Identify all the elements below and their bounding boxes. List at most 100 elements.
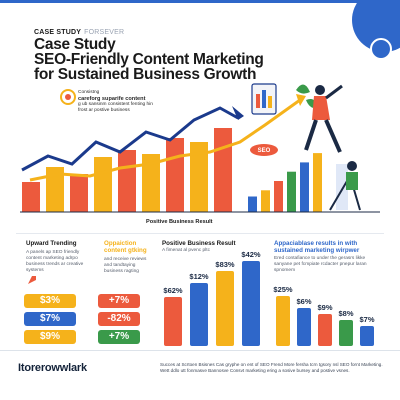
appreciable-value-1: $25%: [273, 285, 293, 295]
person-2-body: [346, 172, 358, 190]
hero-bar-4: [94, 157, 112, 212]
corner-dot: [370, 38, 392, 60]
upward-sub-3: business trends ar creative: [26, 262, 84, 267]
optimization-title: Oppaiction content gtking: [104, 240, 147, 254]
positive-bar-3: [216, 271, 234, 346]
panel-divider-top: [16, 233, 384, 234]
positive-sub: A fimenat al pvenc pltc: [162, 248, 210, 253]
appreciable-bar-5: [360, 326, 374, 346]
badge-right-2: -82%: [98, 312, 140, 326]
upward-sub: A panels ap SEO friendly content marketi…: [26, 250, 98, 274]
building-shadow: [336, 164, 348, 210]
hero-bar-1: [22, 182, 40, 212]
hero-bar-2: [46, 167, 64, 212]
case-study-tag: CASE STUDY FORSEVER: [34, 29, 124, 36]
person-arm: [325, 84, 343, 100]
doc-bar-1: [256, 94, 260, 108]
appreciable-value-2: $6%: [296, 296, 312, 306]
optimization-sub-3: business ragting: [104, 269, 139, 274]
target-icon: [60, 89, 76, 105]
optimization-sub-1: and receive reviews: [104, 257, 147, 262]
hero-right-bar-5: [300, 162, 309, 212]
appreciable-title: Appaciablase results in with sustained m…: [274, 240, 384, 254]
hero-caption: Consistng careforg suparife content g ub…: [78, 90, 178, 114]
title-line-3: for Sustained Business Growth: [34, 66, 257, 83]
optimization-title-2: content gtking: [104, 247, 147, 254]
tag-secondary: FORSEVER: [84, 29, 125, 36]
top-accent-bar: [0, 0, 400, 3]
target-center: [65, 94, 71, 100]
positive-bar-2: [190, 283, 208, 346]
trend-line-blue: [21, 106, 239, 172]
trend-arrow-blue: [232, 106, 244, 120]
appreciable-value-3: $9%: [317, 302, 333, 312]
upward-sub-2: content marketing adrpo: [26, 256, 78, 261]
badge-right-3: +7%: [98, 330, 140, 344]
positive-value-3: $83%: [215, 260, 235, 270]
hero-illustration: SEO: [0, 80, 400, 230]
hero-caption-line-3: g ub sansinm consistent fenting hin: [78, 102, 153, 107]
person-body: [312, 96, 330, 120]
positive-title: Positive Business Result: [162, 240, 236, 247]
brand-logo: Itorerowwlark: [18, 362, 87, 374]
footer-note-2: Wett ddlo utt fonmasve Bannosve Consvt m…: [160, 368, 350, 373]
rocket-icon: [24, 276, 36, 288]
hero-right-bar-4: [287, 171, 296, 212]
positive-value-1: $62%: [163, 285, 183, 295]
hero-bar-5: [118, 150, 136, 212]
upward-sub-1: A panels ap SEO friendly: [26, 250, 80, 255]
hero-right-bar-3: [274, 181, 283, 212]
appreciable-value-4: $8%: [338, 308, 354, 318]
appreciable-sub: Ered contafiance to under the gerasrs li…: [274, 256, 384, 274]
appreciable-bar-4: [339, 319, 353, 346]
footer-note-1: Succes at Scrtoen Bsisnes Cas gryphe on …: [160, 362, 383, 367]
hero-bar-3: [70, 174, 88, 212]
appreciable-title-1: Appaciablase results in with: [274, 240, 358, 247]
doc-bar-3: [268, 96, 272, 108]
trend-arrow-yellow: [296, 94, 306, 106]
appreciable-sub-3: spnomem: [274, 268, 296, 273]
person-2-head: [347, 161, 357, 171]
hero-right-bar-group: [248, 153, 322, 212]
title-line-1: Case Study: [34, 36, 116, 53]
person-head: [315, 85, 325, 95]
positive-value-2: $12%: [189, 272, 209, 281]
hero-bar-9: [214, 128, 232, 212]
seo-badge: [250, 144, 278, 156]
page-title: Case Study SEO-Friendly Content Marketin…: [34, 36, 264, 83]
upward-sub-4: systems: [26, 268, 44, 273]
positive-value-4: $42%: [241, 249, 261, 259]
appreciable-value-5: $7%: [359, 315, 375, 325]
optimization-sub-2: and tandtaying: [104, 263, 136, 268]
hero-caption-line-4: frost ar postive business: [78, 108, 130, 113]
appreciable-title-2: sustained marketing wirpwer: [274, 247, 360, 254]
badge-right-1: +7%: [98, 294, 140, 308]
seo-label: SEO: [258, 148, 271, 154]
hero-bar-8: [190, 142, 208, 212]
plant-leaf: [296, 84, 310, 94]
hero-bar-6: [142, 154, 160, 212]
upward-title: Upward Trending: [26, 240, 77, 247]
footer-note: Succes at Scrtoen Bsisnes Cas gryphe on …: [160, 362, 390, 374]
badge-left-2: $7%: [24, 312, 76, 326]
tag-text: CASE STUDY: [34, 29, 82, 36]
appreciable-bar-3: [318, 313, 332, 346]
title-line-2: SEO-Friendly Content Marketing: [34, 51, 264, 68]
badge-left-3: $9%: [24, 330, 76, 344]
badge-left-1: $3%: [24, 294, 76, 308]
doc-bar-2: [262, 90, 266, 108]
appreciable-bar-2: [297, 307, 311, 346]
positive-bar-1: [164, 296, 182, 346]
trend-line-yellow: [29, 98, 301, 182]
person-legs: [304, 119, 342, 153]
appreciable-bar-1: [276, 296, 290, 346]
hero-bar-7: [166, 138, 184, 212]
optimization-title-1: Oppaiction: [104, 240, 137, 247]
hero-right-bar-1: [248, 196, 257, 212]
positive-bar-4: [242, 260, 260, 346]
footer-bar: [0, 350, 400, 400]
appreciable-sub-2: sanyane pet fcmpiate rcdacter pnepur lar…: [274, 262, 367, 267]
hero-right-bar-6: [313, 153, 322, 212]
appreciable-sub-1: Ered contafiance to under the gerasrs li…: [274, 256, 366, 261]
